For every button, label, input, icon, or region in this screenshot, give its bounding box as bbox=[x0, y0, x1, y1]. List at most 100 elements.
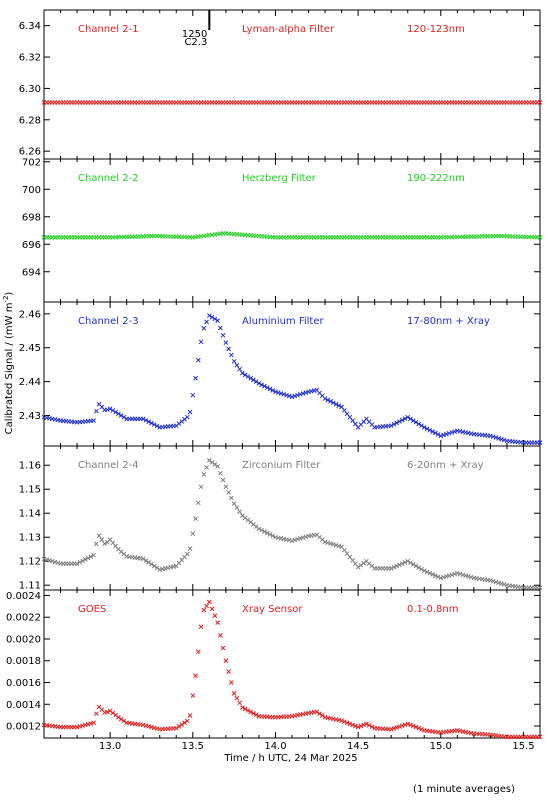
data-point bbox=[201, 607, 207, 613]
data-series bbox=[41, 599, 543, 740]
data-point bbox=[490, 434, 496, 440]
data-point bbox=[463, 573, 468, 578]
y-tick-label: 698 bbox=[22, 212, 41, 223]
data-point bbox=[154, 565, 160, 571]
data-point bbox=[253, 379, 259, 384]
filter-label: Xray Sensor bbox=[242, 604, 303, 615]
data-point bbox=[537, 235, 543, 240]
data-point bbox=[190, 392, 196, 398]
data-point bbox=[391, 564, 397, 570]
data-point bbox=[206, 458, 212, 463]
data-point bbox=[424, 426, 430, 432]
data-point bbox=[77, 559, 83, 565]
data-point bbox=[209, 314, 215, 320]
data-point bbox=[231, 691, 237, 696]
data-point bbox=[419, 423, 424, 429]
data-point bbox=[397, 562, 402, 568]
data-point bbox=[201, 325, 207, 331]
data-point bbox=[408, 416, 413, 422]
y-tick-label: 702 bbox=[22, 157, 41, 168]
y-tick-label: 2.46 bbox=[19, 309, 41, 320]
data-series bbox=[41, 231, 543, 240]
data-point bbox=[256, 380, 262, 386]
data-point bbox=[289, 538, 295, 544]
filter-label: Aluminium Filter bbox=[242, 316, 325, 327]
x-axis-label: Time / h UTC, 24 Mar 2025 bbox=[223, 753, 357, 764]
data-point bbox=[234, 505, 240, 510]
data-point bbox=[303, 534, 309, 540]
data-point bbox=[295, 392, 300, 398]
data-point bbox=[118, 413, 124, 418]
data-point bbox=[405, 721, 411, 727]
data-point bbox=[432, 430, 438, 436]
data-point bbox=[198, 484, 204, 490]
x-tick-label: 15.5 bbox=[512, 741, 534, 752]
data-point bbox=[408, 560, 413, 566]
y-tick-label: 0.0024 bbox=[6, 591, 41, 602]
data-point bbox=[91, 552, 96, 558]
data-point bbox=[206, 313, 212, 318]
data-point bbox=[446, 573, 452, 578]
data-point bbox=[394, 563, 400, 569]
data-point bbox=[226, 669, 231, 674]
data-point bbox=[399, 723, 405, 729]
data-point bbox=[184, 414, 190, 420]
data-point bbox=[419, 726, 424, 732]
x-tick-label: 13.5 bbox=[182, 741, 204, 752]
data-point bbox=[173, 725, 179, 731]
data-point bbox=[102, 541, 107, 546]
data-point bbox=[300, 535, 306, 540]
data-point bbox=[322, 539, 328, 545]
band-label: 17-80nm + Xray bbox=[407, 316, 490, 327]
data-point bbox=[94, 408, 99, 414]
data-point bbox=[267, 532, 273, 537]
panel-2: 694 696 698 700 702 Channel 2-2 Herzberg Filte… bbox=[22, 157, 543, 303]
y-tick-label: 0.0016 bbox=[6, 678, 41, 689]
data-point bbox=[328, 541, 333, 546]
data-point bbox=[209, 460, 215, 465]
y-tick-label: 6.26 bbox=[19, 147, 41, 158]
data-point bbox=[94, 541, 99, 547]
data-point bbox=[110, 408, 116, 413]
data-point bbox=[47, 558, 52, 563]
data-point bbox=[248, 709, 254, 715]
data-point bbox=[237, 700, 242, 706]
band-label: 0.1-0.8nm bbox=[407, 604, 459, 615]
y-tick-label: 6.34 bbox=[19, 21, 41, 32]
data-point bbox=[435, 432, 441, 437]
data-point bbox=[118, 716, 124, 722]
data-point bbox=[234, 695, 240, 701]
data-point bbox=[198, 624, 204, 630]
data-point bbox=[397, 724, 402, 729]
band-label: 6-20nm + Xray bbox=[407, 460, 484, 471]
filter-label: Lyman-alpha Filter bbox=[242, 24, 335, 35]
data-point bbox=[402, 722, 408, 728]
data-point bbox=[85, 555, 91, 561]
y-tick-label: 6.28 bbox=[19, 115, 41, 126]
y-tick-label: 700 bbox=[22, 185, 41, 196]
data-point bbox=[143, 558, 149, 563]
data-series bbox=[41, 458, 543, 590]
data-point bbox=[322, 396, 328, 401]
data-point bbox=[278, 391, 284, 396]
data-point bbox=[242, 706, 248, 712]
data-point bbox=[91, 720, 96, 726]
data-point bbox=[427, 570, 433, 576]
data-point bbox=[220, 477, 226, 483]
data-point bbox=[402, 416, 408, 421]
data-point bbox=[218, 632, 223, 638]
data-point bbox=[237, 366, 242, 372]
data-point bbox=[146, 419, 152, 425]
data-point bbox=[410, 723, 416, 729]
data-point bbox=[325, 540, 331, 546]
data-point bbox=[82, 557, 88, 562]
data-point bbox=[49, 558, 55, 564]
data-point bbox=[416, 725, 422, 731]
channel-label: Channel 2-1 bbox=[78, 24, 139, 35]
y-tick-label: 1.16 bbox=[19, 461, 41, 472]
data-point bbox=[366, 722, 372, 728]
data-point bbox=[226, 346, 231, 352]
data-point bbox=[297, 536, 303, 541]
data-point bbox=[52, 559, 58, 565]
y-tick-label: 1.14 bbox=[19, 509, 41, 520]
